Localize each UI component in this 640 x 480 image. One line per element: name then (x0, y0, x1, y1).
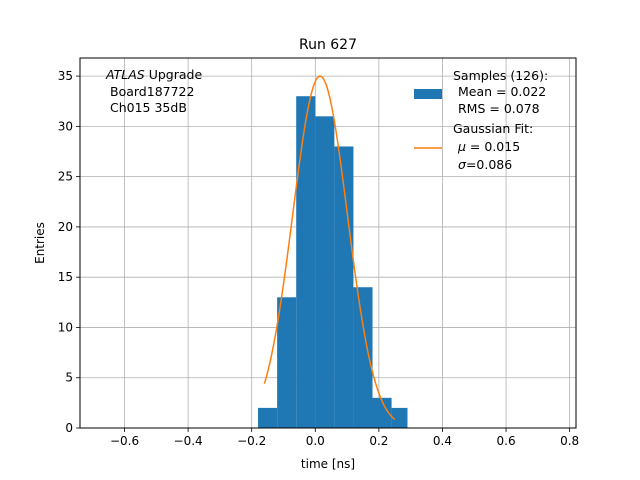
y-tick-label: 10 (58, 320, 73, 334)
board-label: Board187722 (110, 84, 194, 99)
svg-text:ATLAS Upgrade: ATLAS Upgrade (105, 67, 202, 82)
legend-histogram-label: Samples (126): (453, 68, 548, 83)
upgrade-label: Upgrade (145, 67, 203, 82)
y-axis-label: Entries (33, 222, 47, 264)
x-axis-label: time [ns] (301, 457, 355, 471)
y-axis-ticks: 0 5 10 15 20 25 30 35 (58, 69, 80, 435)
x-tick-label: 0.0 (306, 434, 325, 448)
histogram-bar (277, 297, 297, 428)
channel-label: Ch015 35dB (110, 100, 187, 115)
histogram-bar (372, 397, 392, 428)
x-tick-label: −0.2 (237, 434, 266, 448)
gaussian-fit-curve (263, 75, 396, 421)
x-tick-label: 0.2 (369, 434, 388, 448)
chart-title: Run 627 (299, 37, 357, 53)
y-tick-label: 30 (58, 119, 73, 133)
x-tick-label: 0.4 (433, 434, 452, 448)
y-tick-label: 15 (58, 270, 73, 284)
histogram-bar (353, 287, 373, 428)
legend-rms: RMS = 0.078 (458, 101, 540, 116)
legend-sigma-value: =0.086 (466, 157, 512, 172)
x-tick-label: 0.6 (497, 434, 516, 448)
y-tick-label: 5 (65, 371, 73, 385)
x-tick-label: −0.4 (174, 434, 203, 448)
legend-mu-value: = 0.015 (466, 139, 520, 154)
histogram-bar (315, 116, 335, 428)
histogram-bar (334, 146, 354, 428)
legend-sigma: σ=0.086 (458, 157, 512, 172)
histogram-bar (296, 96, 316, 429)
y-tick-label: 20 (58, 220, 73, 234)
histogram-bar (391, 407, 408, 428)
x-axis-ticks: −0.6 −0.4 −0.2 0.0 0.2 0.4 0.6 0.8 (110, 428, 579, 448)
x-tick-label: −0.6 (110, 434, 139, 448)
atlas-annotation: ATLAS Upgrade Board187722 Ch015 35dB (105, 67, 202, 115)
legend-fit-label: Gaussian Fit: (453, 121, 533, 136)
gaussian-fit-layer (263, 75, 396, 421)
histogram-bars (258, 96, 408, 429)
plot-frame (79, 57, 577, 429)
legend-histogram-swatch (414, 89, 442, 99)
y-tick-label: 35 (58, 69, 73, 83)
x-tick-label: 0.8 (560, 434, 579, 448)
y-tick-label: 25 (58, 170, 73, 184)
legend: Samples (126): Mean = 0.022 RMS = 0.078 … (414, 68, 548, 172)
y-tick-label: 0 (65, 421, 73, 435)
legend-mu: μ = 0.015 (457, 139, 520, 154)
legend-mean: Mean = 0.022 (458, 84, 546, 99)
atlas-label: ATLAS (105, 67, 145, 82)
histogram-bar (258, 407, 278, 428)
